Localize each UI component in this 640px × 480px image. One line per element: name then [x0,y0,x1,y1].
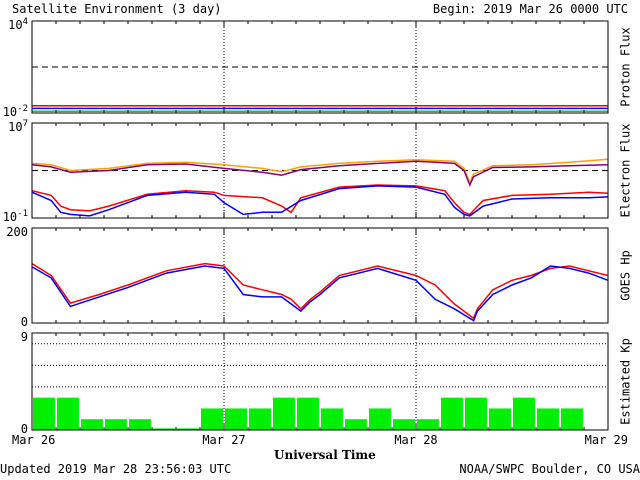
kp-bar [561,408,583,430]
kp-bar [417,419,439,430]
hp-ylabel: GOES Hp [619,250,633,301]
begin-time: Begin: 2019 Mar 26 0000 UTC [432,2,628,16]
kp-bar [273,397,295,430]
proton-ytick-bottom: 10-2 [3,104,28,119]
electron-ylabel: Electron Flux [619,124,633,218]
x-tick-label: Mar 28 [394,433,437,447]
x-tick-label: Mar 29 [585,433,628,447]
kp-bar [57,397,79,430]
proton-ylabel: Proton Flux [619,27,633,106]
kp-bar [177,428,199,430]
credit-label: NOAA/SWPC Boulder, CO USA [459,462,640,476]
kp-bar [297,397,319,430]
updated-timestamp: Updated 2019 Mar 28 23:56:03 UTC [0,462,232,476]
kp-bar [369,408,391,430]
kp-bar [513,397,535,430]
electron-series-purple [31,160,609,187]
kp-bar [105,419,127,430]
electron-ytick-bottom: 10-1 [3,209,28,224]
kp-bar [321,408,343,430]
kp-bar [345,419,367,430]
hp-frame [31,227,609,324]
kp-bar [153,428,175,430]
kp-bar [249,408,271,430]
x-tick-label: Mar 26 [12,433,55,447]
kp-ylabel: Estimated Kp [619,338,633,425]
kp-bar [537,408,559,430]
kp-bar [33,397,55,430]
proton-frame [31,20,609,114]
hp-ytick-top: 200 [6,225,28,239]
kp-bar [225,408,247,430]
kp-ytick-bottom: 0 [21,422,28,436]
hp-ytick-bottom: 0 [21,315,28,329]
hp-series-red [31,262,609,320]
kp-bar [465,397,487,430]
kp-bar [393,419,415,430]
chart-title: Satellite Environment (3 day) [12,2,222,16]
kp-ytick-top: 9 [21,330,28,344]
kp-bar [489,408,511,430]
hp-series-blue [31,265,609,322]
kp-bar [81,419,103,430]
x-axis-label: Universal Time [274,448,376,462]
electron-series-blue [31,185,609,217]
kp-bar [441,397,463,430]
electron-series-red [31,184,609,216]
electron-series-orange [31,158,609,185]
proton-ytick-top: 104 [8,17,28,32]
electron-ytick-top: 107 [8,119,28,134]
kp-bar [201,408,223,430]
kp-bar [129,419,151,430]
x-tick-label: Mar 27 [202,433,245,447]
